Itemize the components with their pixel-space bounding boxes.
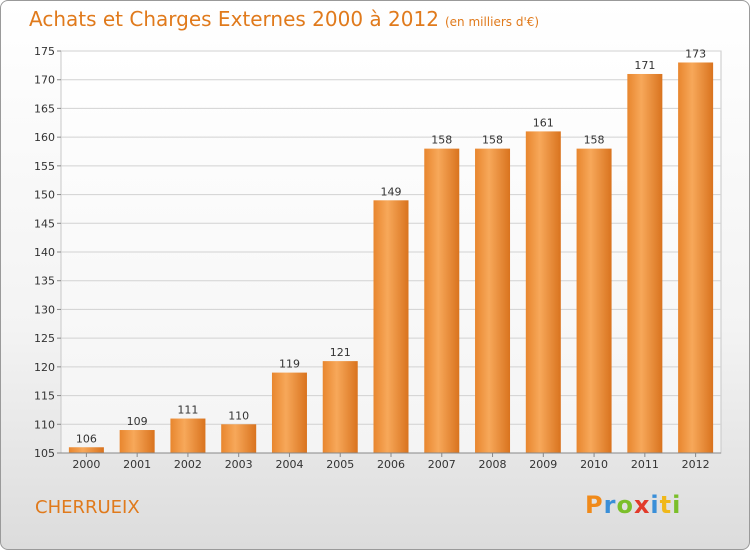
logo-letter: i	[650, 491, 660, 519]
y-tick-label: 115	[34, 390, 55, 403]
y-tick-label: 145	[34, 217, 55, 230]
logo-letter: r	[603, 491, 617, 519]
bar-value-label: 158	[431, 134, 452, 147]
y-tick-label: 135	[34, 275, 55, 288]
bar	[678, 62, 714, 453]
bar	[424, 148, 460, 453]
bar	[170, 418, 206, 453]
x-tick-label: 2010	[580, 458, 608, 471]
x-tick-label: 2005	[326, 458, 354, 471]
logo-letter: x	[633, 491, 651, 519]
y-tick-label: 130	[34, 303, 55, 316]
bar-value-label: 171	[634, 59, 655, 72]
y-tick-label: 125	[34, 332, 55, 345]
bar	[68, 447, 104, 453]
x-tick-label: 2001	[123, 458, 151, 471]
proxiti-logo[interactable]: Proxiti	[585, 491, 681, 519]
x-tick-label: 2007	[428, 458, 456, 471]
logo-letter: o	[616, 491, 634, 519]
bar-value-label: 158	[584, 134, 605, 147]
logo-letter: P	[585, 491, 604, 519]
x-tick-label: 2000	[72, 458, 100, 471]
y-tick-label: 170	[34, 74, 55, 87]
bar	[221, 424, 257, 453]
chart-title-text: Achats et Charges Externes 2000 à 2012	[29, 7, 439, 31]
y-tick-label: 140	[34, 246, 55, 259]
bar-value-label: 109	[127, 415, 148, 428]
x-tick-label: 2004	[275, 458, 303, 471]
bar	[119, 430, 155, 453]
y-tick-label: 110	[34, 418, 55, 431]
town-name: CHERRUEIX	[35, 497, 140, 518]
chart-title: Achats et Charges Externes 2000 à 2012 (e…	[29, 7, 539, 31]
y-tick-label: 105	[34, 447, 55, 460]
y-tick-label: 165	[34, 102, 55, 115]
bar-value-label: 119	[279, 358, 300, 371]
bar	[627, 73, 663, 453]
x-tick-label: 2006	[377, 458, 405, 471]
x-tick-label: 2002	[174, 458, 202, 471]
bar	[576, 148, 612, 453]
bar	[373, 200, 409, 453]
bar-value-label: 110	[228, 409, 249, 422]
bar-value-label: 173	[685, 47, 706, 60]
y-tick-label: 120	[34, 361, 55, 374]
bar	[322, 361, 358, 453]
x-tick-label: 2003	[225, 458, 253, 471]
y-tick-label: 155	[34, 160, 55, 173]
x-tick-label: 2008	[479, 458, 507, 471]
y-tick-label: 160	[34, 131, 55, 144]
bar	[271, 372, 307, 453]
bar	[525, 131, 561, 453]
bar-value-label: 111	[177, 404, 198, 417]
chart-subtitle: (en milliers d'€)	[444, 15, 540, 29]
x-tick-label: 2012	[682, 458, 710, 471]
bar-value-label: 158	[482, 134, 503, 147]
x-tick-label: 2011	[631, 458, 659, 471]
y-axis-ticks: 105 110 115 120 125 130 135 140 145 150 155 160 165 1…	[34, 45, 61, 460]
bars: 106 109 111 110 119 121 149 158 158 161 158 171 173	[68, 47, 714, 453]
logo-letter: t	[659, 491, 673, 519]
bar-value-label: 106	[76, 432, 97, 445]
bar	[475, 148, 511, 453]
bar-value-label: 161	[533, 116, 554, 129]
y-tick-label: 150	[34, 189, 55, 202]
x-axis-ticks: 2000 2001 2002 2003 2004 2005 2006 2007 2008 2009…	[61, 452, 721, 471]
logo-letter: i	[672, 491, 682, 519]
bar-value-label: 121	[330, 346, 351, 359]
bar-value-label: 149	[381, 185, 402, 198]
x-tick-label: 2009	[529, 458, 557, 471]
y-tick-label: 175	[34, 45, 55, 58]
